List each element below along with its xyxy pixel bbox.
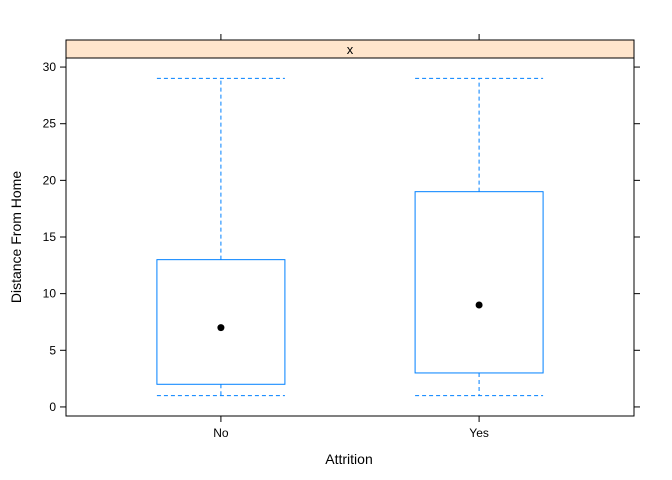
median-dot [475,301,483,309]
strip-label: x [347,42,354,57]
x-tick-label: Yes [469,426,489,440]
panel-frame [65,57,635,417]
box-iqr [414,191,544,374]
y-tick-label: 20 [43,173,57,187]
box-iqr [156,259,286,385]
box-yes [414,77,544,397]
y-axis: 0 5 10 15 20 25 30 [43,60,640,414]
x-axis: No Yes [213,34,489,440]
y-tick-label: 15 [43,230,57,244]
median-dot [217,324,225,332]
y-tick-label: 25 [43,117,57,131]
x-axis-title: Attrition [325,451,372,467]
y-tick-label: 30 [43,60,57,74]
y-tick-label: 10 [43,287,57,301]
box-no [156,77,286,397]
y-tick-label: 0 [49,400,56,414]
box-plot-series [156,77,544,397]
x-tick-label: No [213,426,229,440]
y-tick-label: 5 [49,343,56,357]
y-axis-title: Distance From Home [8,171,24,303]
